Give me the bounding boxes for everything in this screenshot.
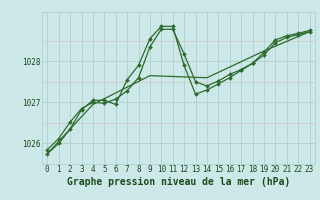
- X-axis label: Graphe pression niveau de la mer (hPa): Graphe pression niveau de la mer (hPa): [67, 177, 290, 187]
